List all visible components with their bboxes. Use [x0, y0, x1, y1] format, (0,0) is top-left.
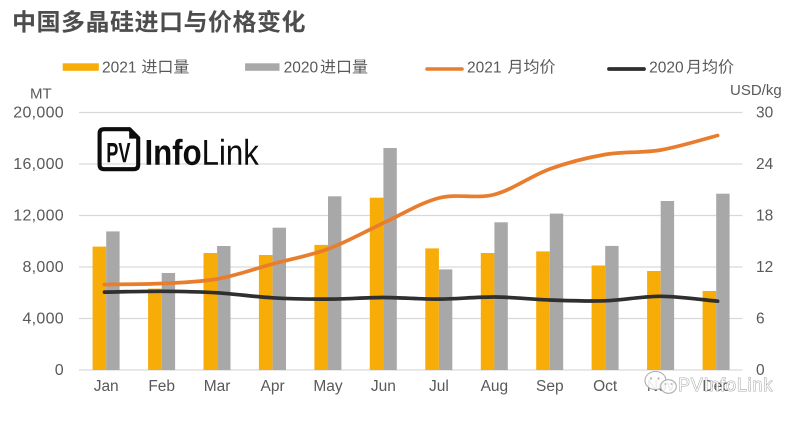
svg-text:18: 18 — [756, 208, 773, 225]
svg-text:16,000: 16,000 — [13, 156, 64, 173]
svg-text:2020: 2020 — [649, 60, 684, 77]
svg-text:PVInfoLink: PVInfoLink — [678, 375, 773, 395]
svg-text:4,000: 4,000 — [22, 311, 64, 328]
svg-text:Aug: Aug — [481, 378, 509, 395]
svg-text:Sep: Sep — [536, 378, 564, 395]
svg-text:Jun: Jun — [371, 378, 396, 395]
svg-text:12: 12 — [756, 259, 773, 276]
svg-text:30: 30 — [756, 105, 774, 122]
svg-text:Oct: Oct — [593, 378, 618, 395]
svg-text:0: 0 — [756, 362, 765, 379]
svg-text:Feb: Feb — [148, 378, 175, 395]
svg-text:24: 24 — [756, 156, 774, 173]
svg-text:Jul: Jul — [429, 378, 449, 395]
svg-text:8,000: 8,000 — [22, 259, 64, 276]
svg-text:6: 6 — [756, 311, 765, 328]
svg-text:20,000: 20,000 — [13, 105, 64, 122]
svg-text:2020: 2020 — [284, 60, 319, 77]
svg-text:Apr: Apr — [261, 378, 285, 395]
svg-text:MT: MT — [30, 86, 52, 103]
svg-text:0: 0 — [55, 362, 64, 379]
svg-text:Dec: Dec — [702, 378, 730, 395]
svg-text:May: May — [313, 378, 343, 395]
svg-text:USD/kg: USD/kg — [730, 82, 782, 99]
svg-text:2021: 2021 — [102, 60, 136, 77]
svg-text:Jan: Jan — [94, 378, 119, 395]
svg-text:Mar: Mar — [204, 378, 231, 395]
svg-text:12,000: 12,000 — [13, 208, 64, 225]
svg-text:2021: 2021 — [467, 60, 501, 77]
